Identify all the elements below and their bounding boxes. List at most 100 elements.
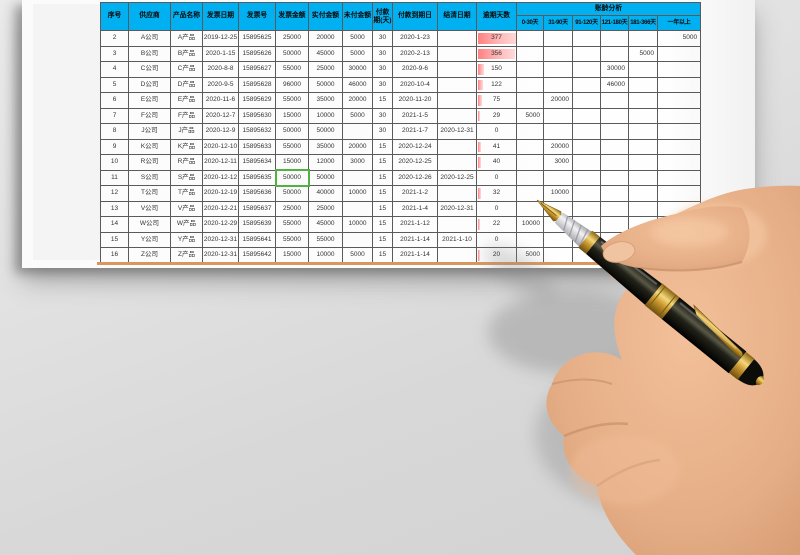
cell-aging-4[interactable]: [628, 30, 658, 47]
cell-paid[interactable]: 12000: [308, 154, 343, 171]
cell-aging-1[interactable]: 3000: [543, 154, 573, 171]
cell-overdue-days[interactable]: 0: [476, 200, 517, 217]
cell-unpaid[interactable]: 3000: [342, 154, 373, 171]
cell-aging-3[interactable]: [600, 200, 629, 217]
cell-aging-1[interactable]: 20000: [543, 92, 573, 109]
cell-overdue-days[interactable]: 41: [476, 138, 517, 155]
cell-no[interactable]: 5: [100, 76, 129, 93]
cell-term[interactable]: 15: [372, 154, 393, 171]
col-header-7[interactable]: 未付金额: [342, 2, 373, 31]
cell-overdue-days[interactable]: 377: [476, 30, 517, 47]
cell-aging-2[interactable]: [572, 76, 601, 93]
cell-invoice-amount[interactable]: 55000: [275, 138, 309, 155]
cell-no[interactable]: 9: [100, 138, 129, 155]
cell-no[interactable]: 14: [100, 216, 129, 233]
cell-aging-3[interactable]: [600, 45, 629, 62]
cell-invoice-no[interactable]: 15895642: [238, 247, 276, 264]
cell-due-date[interactable]: 2020-2-13: [392, 45, 438, 62]
cell-due-date[interactable]: 2021-1-12: [392, 216, 438, 233]
cell-paid[interactable]: 50000: [308, 76, 343, 93]
cell-due-date[interactable]: 2021-1-14: [392, 247, 438, 264]
cell-due-date[interactable]: 2020-12-25: [392, 154, 438, 171]
cell-term[interactable]: 15: [372, 185, 393, 202]
cell-aging-0[interactable]: 5000: [516, 107, 544, 124]
cell-overdue-days[interactable]: 0: [476, 169, 517, 186]
cell-overdue-days[interactable]: 0: [476, 231, 517, 248]
cell-invoice-no[interactable]: 15895634: [238, 154, 276, 171]
cell-paid[interactable]: 25000: [308, 200, 343, 217]
cell-unpaid[interactable]: 20000: [342, 92, 373, 109]
cell-aging-5[interactable]: [656, 45, 702, 62]
cell-aging-4[interactable]: [628, 123, 658, 140]
cell-invoice-amount[interactable]: 25000: [275, 200, 309, 217]
cell-overdue-days[interactable]: 356: [476, 45, 517, 62]
cell-aging-5[interactable]: [656, 107, 702, 124]
col-header-3[interactable]: 发票日期: [202, 2, 239, 31]
cell-settle-date[interactable]: [437, 76, 477, 93]
aging-group-header[interactable]: 账龄分析: [515, 2, 702, 16]
col-header-1[interactable]: 供应商: [128, 2, 171, 31]
cell-aging-4[interactable]: [628, 138, 658, 155]
cell-product[interactable]: Z产品: [170, 247, 203, 264]
col-header-8[interactable]: 付款期(天): [372, 2, 393, 31]
cell-aging-1[interactable]: 20000: [543, 138, 573, 155]
cell-unpaid[interactable]: 46000: [342, 76, 373, 93]
cell-aging-2[interactable]: [572, 45, 601, 62]
cell-invoice-date[interactable]: 2020-12-31: [202, 231, 239, 248]
cell-invoice-amount[interactable]: 55000: [275, 231, 309, 248]
cell-aging-0[interactable]: [516, 76, 544, 93]
cell-due-date[interactable]: 2020-11-20: [392, 92, 438, 109]
cell-aging-0[interactable]: [516, 92, 544, 109]
cell-supplier[interactable]: T公司: [128, 185, 171, 202]
cell-supplier[interactable]: B公司: [128, 45, 171, 62]
cell-overdue-days[interactable]: 150: [476, 61, 517, 78]
cell-aging-1[interactable]: [543, 61, 573, 78]
cell-invoice-date[interactable]: 2020-8-8: [202, 61, 239, 78]
cell-supplier[interactable]: K公司: [128, 138, 171, 155]
cell-aging-1[interactable]: 10000: [543, 185, 573, 202]
cell-due-date[interactable]: 2021-1-2: [392, 185, 438, 202]
cell-unpaid[interactable]: 5000: [342, 30, 373, 47]
cell-product[interactable]: S产品: [170, 169, 203, 186]
cell-aging-0[interactable]: [516, 154, 544, 171]
cell-invoice-date[interactable]: 2019-12-25: [202, 30, 239, 47]
cell-aging-4[interactable]: [628, 169, 658, 186]
cell-term[interactable]: 15: [372, 169, 393, 186]
cell-paid[interactable]: 45000: [308, 45, 343, 62]
cell-aging-1[interactable]: [543, 123, 573, 140]
cell-aging-1[interactable]: [543, 45, 573, 62]
cell-aging-4[interactable]: [628, 61, 658, 78]
cell-aging-0[interactable]: [516, 185, 544, 202]
cell-settle-date[interactable]: [437, 30, 477, 47]
cell-aging-2[interactable]: [572, 92, 601, 109]
cell-aging-5[interactable]: [656, 138, 702, 155]
col-header-5[interactable]: 发票金额: [275, 2, 309, 31]
col-header-4[interactable]: 发票号: [238, 2, 276, 31]
cell-due-date[interactable]: 2021-1-14: [392, 231, 438, 248]
cell-invoice-no[interactable]: 15895628: [238, 76, 276, 93]
cell-aging-4[interactable]: [628, 154, 658, 171]
cell-aging-3[interactable]: [600, 185, 629, 202]
aging-bucket-header-5[interactable]: 一年以上: [656, 15, 702, 31]
cell-aging-4[interactable]: [628, 247, 658, 264]
cell-no[interactable]: 4: [100, 61, 129, 78]
cell-aging-2[interactable]: [572, 169, 601, 186]
cell-overdue-days[interactable]: 32: [476, 185, 517, 202]
cell-overdue-days[interactable]: 29: [476, 107, 517, 124]
cell-supplier[interactable]: E公司: [128, 92, 171, 109]
cell-due-date[interactable]: 2021-1-5: [392, 107, 438, 124]
cell-aging-5[interactable]: [656, 61, 702, 78]
cell-aging-2[interactable]: [572, 185, 601, 202]
cell-aging-0[interactable]: [516, 231, 544, 248]
cell-settle-date[interactable]: [437, 107, 477, 124]
cell-invoice-date[interactable]: 2020-12-31: [202, 247, 239, 264]
cell-aging-0[interactable]: [516, 169, 544, 186]
cell-overdue-days[interactable]: 75: [476, 92, 517, 109]
cell-product[interactable]: E产品: [170, 92, 203, 109]
cell-invoice-amount[interactable]: 15000: [275, 154, 309, 171]
cell-aging-2[interactable]: [572, 200, 601, 217]
cell-no[interactable]: 12: [100, 185, 129, 202]
cell-paid[interactable]: 25000: [308, 61, 343, 78]
cell-paid[interactable]: 10000: [308, 107, 343, 124]
cell-invoice-no[interactable]: 15895637: [238, 200, 276, 217]
